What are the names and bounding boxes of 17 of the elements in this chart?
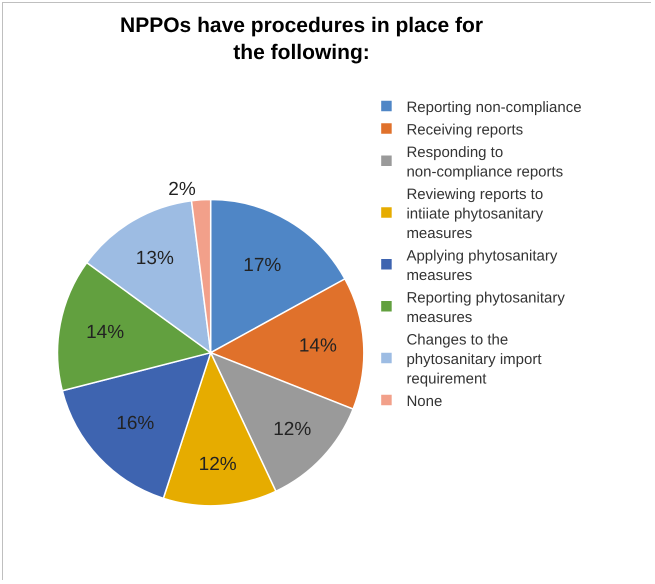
legend-label: Receiving reports [406, 121, 524, 138]
legend-label: Reviewing reports to intiiate phytosanitary measures [406, 186, 544, 242]
legend-label: None [406, 392, 442, 410]
legend-label: Applying phytosanitary measures [406, 247, 558, 284]
data-label: 16% [116, 412, 154, 434]
legend-label: Responding to non-compliance reports [406, 144, 564, 180]
legend-label: Changes to the phytosanitary import requirement [406, 331, 542, 388]
data-label: 12% [198, 454, 237, 475]
data-label: 12% [273, 418, 312, 440]
data-label: 17% [243, 254, 282, 276]
legend-label: Reporting non-compliance [406, 98, 582, 116]
data-label: 13% [136, 248, 174, 269]
legend-label: Reporting phytosanitary measures [406, 289, 566, 326]
data-label: 2% [168, 178, 196, 200]
data-label: 14% [298, 335, 337, 356]
data-label: 14% [86, 322, 124, 344]
chart-title: NPPOs have procedures in place for the following: [120, 14, 484, 64]
